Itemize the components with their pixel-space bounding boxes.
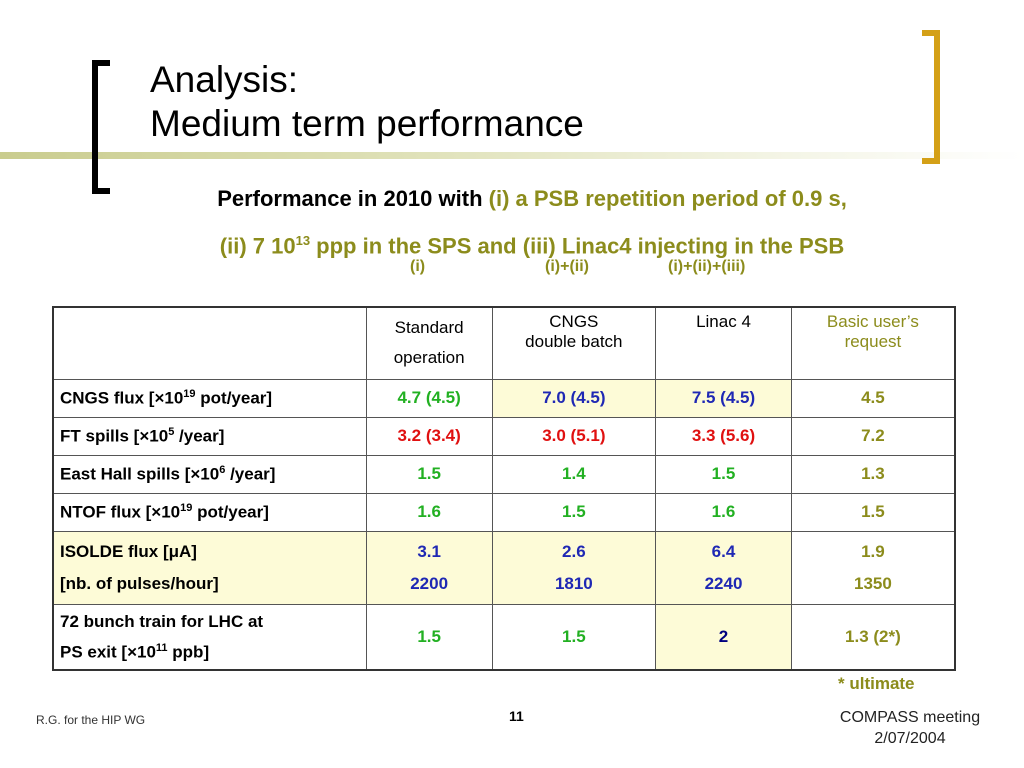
- row-label-exponent: 19: [183, 387, 196, 400]
- row-label-exponent: 11: [155, 641, 168, 654]
- header-standard-line2: operation: [393, 348, 465, 368]
- performance-table: Standard operation CNGS double batch Lin…: [52, 306, 956, 672]
- subtitle-line-2: (ii) 7 1013 ppp in the SPS and (iii) Lin…: [112, 220, 952, 267]
- table-row: ISOLDE flux [μA] [nb. of pulses/hour] 3.…: [52, 530, 956, 605]
- cell-value: 1.4: [491, 454, 657, 494]
- cell-value: 3.1 2200: [365, 530, 493, 605]
- subtitle-lead: Performance in 2010 with: [217, 186, 483, 211]
- row-label-exponent: 5: [168, 425, 175, 438]
- cell-value: 6.4 2240: [655, 530, 792, 605]
- header-cngs: CNGS double batch: [491, 306, 657, 380]
- right-bracket-decoration: [922, 30, 940, 164]
- row-label: CNGS flux [×1019 pot/year]: [52, 378, 367, 418]
- subtitle-item-ii-base: (ii) 7 10: [219, 233, 296, 259]
- row-label-suffix: pot/year]: [192, 502, 269, 522]
- cell-value: 1.5: [491, 492, 657, 532]
- cell-value: 1.6: [655, 492, 792, 532]
- cell-value-line1: 3.1: [417, 541, 441, 561]
- left-bracket-decoration: [92, 60, 110, 194]
- cell-value: 3.0 (5.1): [491, 416, 657, 456]
- cell-value-line2: 1810: [554, 573, 593, 593]
- cell-value: 2: [655, 603, 792, 671]
- subtitle-item-ii-tail: ppp in the SPS and (iii) Linac4 injectin…: [310, 233, 845, 259]
- header-empty-cell: [52, 306, 367, 380]
- header-basic-line1: Basic user’s: [826, 312, 919, 331]
- cell-value: 1.5: [655, 454, 792, 494]
- cell-value: 1.5: [365, 454, 493, 494]
- footer-author: R.G. for the HIP WG: [36, 713, 146, 727]
- slide-subtitle: Performance in 2010 with (i) a PSB repet…: [112, 178, 952, 267]
- subtitle-item-ii-exp: 13: [295, 233, 311, 248]
- cell-value-line1: 2.6: [562, 541, 586, 561]
- row-label-text: CNGS flux [×10: [60, 388, 184, 408]
- cell-value-line2: 2200: [410, 573, 449, 593]
- title-line-1: Analysis:: [150, 59, 299, 100]
- scenario-label-i-ii: (i)+(ii): [545, 258, 589, 275]
- scenario-label-i: (i): [410, 258, 426, 275]
- cell-value: 7.2: [790, 416, 956, 456]
- cell-value: 1.3: [790, 454, 956, 494]
- footer-meeting: COMPASS meeting 2/07/2004: [818, 707, 1002, 749]
- footer-meeting-date: 2/07/2004: [874, 730, 946, 747]
- row-label: NTOF flux [×1019 pot/year]: [52, 492, 367, 532]
- row-label-text: FT spills [×10: [60, 426, 169, 446]
- row-label-suffix: /year]: [174, 426, 225, 446]
- cell-value-line2: 2240: [704, 573, 743, 593]
- cell-value-line1: 1.9: [861, 541, 885, 561]
- header-cngs-line2: double batch: [525, 332, 623, 351]
- cell-value: 1.5: [365, 603, 493, 671]
- row-label-exponent: 6: [219, 463, 226, 476]
- scenario-label-i-ii-iii: (i)+(ii)+(iii): [668, 258, 746, 275]
- header-basic: Basic user’s request: [790, 306, 956, 380]
- cell-value: 2.6 1810: [491, 530, 657, 605]
- row-label-suffix: pot/year]: [195, 388, 273, 408]
- page-number: 11: [509, 708, 524, 724]
- row-label-text: PS exit [×10: [60, 642, 156, 662]
- row-label: 72 bunch train for LHC at PS exit [×1011…: [52, 603, 367, 671]
- table-header-row: Standard operation CNGS double batch Lin…: [52, 306, 956, 380]
- cell-value: 3.3 (5.6): [655, 416, 792, 456]
- table-row: 72 bunch train for LHC at PS exit [×1011…: [52, 603, 956, 671]
- table-row: NTOF flux [×1019 pot/year] 1.6 1.5 1.6 1…: [52, 492, 956, 532]
- row-label-line1: 72 bunch train for LHC at: [60, 611, 264, 631]
- subtitle-item-i: (i) a PSB repetition period of 0.9 s,: [488, 186, 847, 211]
- row-label-line2: [nb. of pulses/hour]: [60, 573, 219, 593]
- row-label-exponent: 19: [180, 501, 193, 514]
- row-label-text: NTOF flux [×10: [60, 502, 181, 522]
- row-label: East Hall spills [×106 /year]: [52, 454, 367, 494]
- header-cngs-line1: CNGS: [549, 312, 599, 331]
- cell-value: 7.0 (4.5): [491, 378, 657, 418]
- cell-value: 1.9 1350: [790, 530, 956, 605]
- row-label-suffix: ppb]: [167, 642, 210, 662]
- footer-meeting-name: COMPASS meeting: [839, 709, 981, 726]
- cell-value: 1.3 (2*): [790, 603, 956, 671]
- header-basic-line2: request: [844, 332, 902, 351]
- subtitle-line-1: Performance in 2010 with (i) a PSB repet…: [112, 178, 952, 220]
- cell-value: 1.5: [491, 603, 657, 671]
- footnote-ultimate: * ultimate: [838, 674, 915, 693]
- table-row: CNGS flux [×1019 pot/year] 4.7 (4.5) 7.0…: [52, 378, 956, 418]
- cell-value: 7.5 (4.5): [655, 378, 792, 418]
- header-linac: Linac 4: [655, 306, 792, 380]
- cell-value: 4.5: [790, 378, 956, 418]
- row-label-line2: PS exit [×1011 ppb]: [60, 635, 360, 666]
- table-row: FT spills [×105 /year] 3.2 (3.4) 3.0 (5.…: [52, 416, 956, 456]
- row-label-line1: ISOLDE flux [μA]: [60, 541, 197, 561]
- row-label: ISOLDE flux [μA] [nb. of pulses/hour]: [52, 530, 367, 605]
- header-standard-line1: Standard: [394, 318, 464, 338]
- cell-value: 1.5: [790, 492, 956, 532]
- cell-value: 3.2 (3.4): [365, 416, 493, 456]
- header-standard: Standard operation: [365, 306, 493, 380]
- cell-value-line2: 1350: [854, 573, 892, 593]
- row-label-text: East Hall spills [×10: [60, 464, 220, 484]
- cell-value: 1.6: [365, 492, 493, 532]
- cell-value-line1: 6.4: [711, 541, 736, 561]
- row-label: FT spills [×105 /year]: [52, 416, 367, 456]
- table-row: East Hall spills [×106 /year] 1.5 1.4 1.…: [52, 454, 956, 494]
- title-line-2: Medium term performance: [150, 103, 584, 144]
- decorative-rule: [0, 152, 1024, 159]
- slide-title: Analysis: Medium term performance: [150, 58, 584, 146]
- row-label-suffix: /year]: [225, 464, 276, 484]
- cell-value: 4.7 (4.5): [365, 378, 493, 418]
